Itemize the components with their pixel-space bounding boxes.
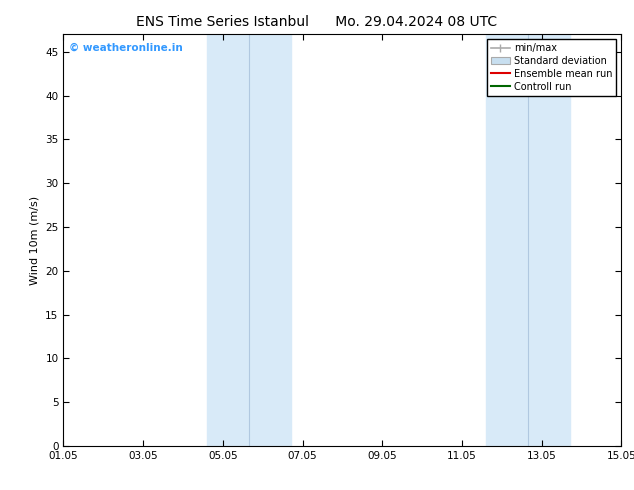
Legend: min/max, Standard deviation, Ensemble mean run, Controll run: min/max, Standard deviation, Ensemble me… <box>487 39 616 96</box>
Text: ENS Time Series Istanbul      Mo. 29.04.2024 08 UTC: ENS Time Series Istanbul Mo. 29.04.2024 … <box>136 15 498 29</box>
Text: © weatheronline.in: © weatheronline.in <box>69 43 183 52</box>
Bar <box>207 34 290 446</box>
Bar <box>486 34 569 446</box>
Y-axis label: Wind 10m (m/s): Wind 10m (m/s) <box>30 196 40 285</box>
